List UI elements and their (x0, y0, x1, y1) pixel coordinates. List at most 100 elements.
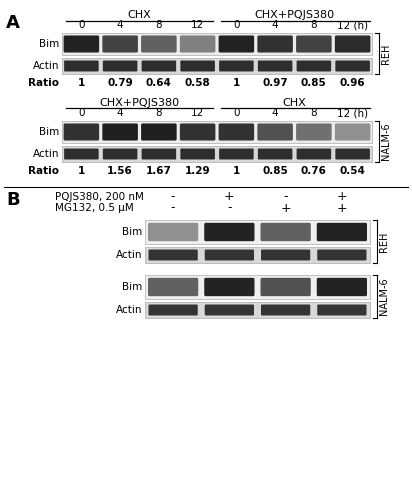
Text: 12 (h): 12 (h) (337, 108, 368, 118)
FancyBboxPatch shape (63, 124, 99, 140)
FancyBboxPatch shape (335, 148, 370, 160)
FancyBboxPatch shape (103, 148, 137, 160)
FancyBboxPatch shape (148, 304, 198, 316)
Text: CHX+PQJS380: CHX+PQJS380 (99, 98, 180, 108)
FancyBboxPatch shape (296, 36, 332, 52)
Text: 1: 1 (233, 78, 240, 88)
FancyBboxPatch shape (261, 250, 310, 260)
Bar (62, 33, 372, 55)
Text: -: - (227, 202, 232, 214)
FancyBboxPatch shape (297, 148, 331, 160)
FancyBboxPatch shape (204, 278, 255, 296)
Text: 1.67: 1.67 (146, 166, 172, 176)
FancyBboxPatch shape (142, 148, 176, 160)
Text: 0.96: 0.96 (340, 78, 365, 88)
Text: REH: REH (379, 232, 389, 252)
FancyBboxPatch shape (180, 60, 215, 72)
Text: A: A (6, 14, 20, 32)
FancyBboxPatch shape (258, 36, 293, 52)
Text: 0: 0 (233, 108, 240, 118)
Text: NALM-6: NALM-6 (379, 278, 389, 316)
Text: Bim: Bim (39, 127, 59, 137)
Text: +: + (337, 202, 347, 214)
Text: 1.56: 1.56 (107, 166, 133, 176)
FancyBboxPatch shape (219, 36, 254, 52)
Text: 0: 0 (78, 108, 84, 118)
Text: 4: 4 (117, 108, 124, 118)
Bar (145, 220, 370, 244)
Text: Actin: Actin (33, 149, 59, 159)
FancyBboxPatch shape (102, 124, 138, 140)
Text: 8: 8 (156, 108, 162, 118)
Text: 12 (h): 12 (h) (337, 20, 368, 30)
FancyBboxPatch shape (205, 250, 254, 260)
Text: 0.79: 0.79 (107, 78, 133, 88)
FancyBboxPatch shape (63, 36, 99, 52)
Text: -: - (283, 190, 288, 203)
FancyBboxPatch shape (102, 36, 138, 52)
Text: 4: 4 (117, 20, 124, 30)
Text: CHX: CHX (128, 10, 151, 20)
FancyBboxPatch shape (180, 36, 215, 52)
FancyBboxPatch shape (180, 148, 215, 160)
FancyBboxPatch shape (148, 278, 198, 296)
Text: 0: 0 (233, 20, 240, 30)
Text: -: - (171, 190, 176, 203)
Text: 0.58: 0.58 (185, 78, 211, 88)
Text: B: B (6, 191, 20, 209)
Text: 0.85: 0.85 (262, 166, 288, 176)
FancyBboxPatch shape (261, 304, 310, 316)
Text: 0: 0 (78, 20, 84, 30)
Bar (145, 275, 370, 299)
Text: -: - (171, 202, 176, 214)
Bar (145, 302, 370, 318)
FancyBboxPatch shape (205, 304, 254, 316)
FancyBboxPatch shape (148, 250, 198, 260)
Text: Bim: Bim (122, 282, 142, 292)
FancyBboxPatch shape (258, 148, 293, 160)
FancyBboxPatch shape (141, 36, 177, 52)
FancyBboxPatch shape (335, 60, 370, 72)
Text: 12: 12 (191, 108, 204, 118)
Text: 0.64: 0.64 (146, 78, 172, 88)
Text: CHX: CHX (283, 98, 307, 108)
Text: MG132, 0.5 μM: MG132, 0.5 μM (55, 203, 134, 213)
Text: Bim: Bim (122, 227, 142, 237)
Text: Actin: Actin (115, 305, 142, 315)
FancyBboxPatch shape (317, 304, 367, 316)
Text: 4: 4 (272, 20, 279, 30)
FancyBboxPatch shape (297, 60, 331, 72)
Text: +: + (280, 202, 291, 214)
FancyBboxPatch shape (258, 124, 293, 140)
Text: Ratio: Ratio (28, 78, 59, 88)
FancyBboxPatch shape (141, 124, 177, 140)
FancyBboxPatch shape (180, 124, 215, 140)
Text: 8: 8 (156, 20, 162, 30)
Text: 8: 8 (311, 20, 317, 30)
FancyBboxPatch shape (260, 223, 311, 241)
Text: 0.85: 0.85 (301, 78, 327, 88)
FancyBboxPatch shape (335, 36, 370, 52)
Text: 1: 1 (78, 78, 85, 88)
Text: NALM-6: NALM-6 (381, 122, 391, 160)
FancyBboxPatch shape (148, 223, 198, 241)
Text: CHX+PQJS380: CHX+PQJS380 (255, 10, 335, 20)
Text: PQJS380, 200 nM: PQJS380, 200 nM (55, 192, 144, 202)
Text: 0.76: 0.76 (301, 166, 327, 176)
Text: 0.97: 0.97 (262, 78, 288, 88)
FancyBboxPatch shape (219, 124, 254, 140)
FancyBboxPatch shape (317, 278, 367, 296)
Text: 1: 1 (78, 166, 85, 176)
FancyBboxPatch shape (219, 60, 254, 72)
Text: 0.54: 0.54 (339, 166, 365, 176)
FancyBboxPatch shape (204, 223, 255, 241)
FancyBboxPatch shape (335, 124, 370, 140)
FancyBboxPatch shape (103, 60, 137, 72)
FancyBboxPatch shape (258, 60, 293, 72)
Text: Actin: Actin (33, 61, 59, 71)
FancyBboxPatch shape (142, 60, 176, 72)
Text: REH: REH (381, 44, 391, 64)
Text: 8: 8 (311, 108, 317, 118)
Text: 1: 1 (233, 166, 240, 176)
Text: 1.29: 1.29 (185, 166, 211, 176)
